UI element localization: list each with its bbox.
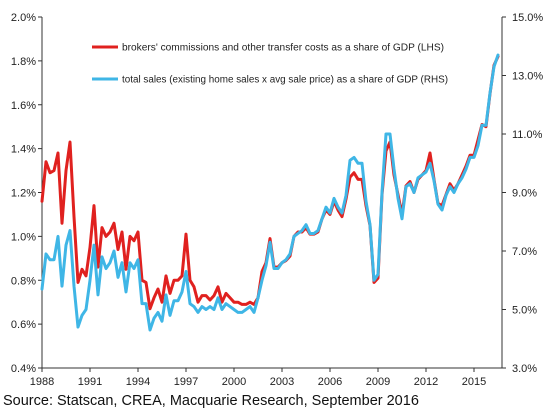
right-tick-label: 11.0% — [512, 129, 543, 141]
right-tick-label: 7.0% — [512, 246, 537, 258]
chart-axes: 0.4% 0.6% 0.8% 1.0% 1.2% 1.4% 1.6% 1.8% 2.0% 3.0%… — [11, 12, 543, 388]
legend-label-lhs: brokers' commissions and other transfer … — [122, 43, 444, 54]
series-lines — [40, 53, 500, 332]
right-tick-label: 13.0% — [512, 71, 543, 83]
line-chart: 0.4% 0.6% 0.8% 1.0% 1.2% 1.4% 1.6% 1.8% 2.0% 3.0%… — [11, 12, 543, 388]
right-tick-label: 9.0% — [512, 188, 537, 200]
x-tick-label: 2015 — [462, 376, 486, 388]
x-tick-label: 2003 — [270, 376, 294, 388]
x-tick-label: 2012 — [414, 376, 438, 388]
legend: brokers' commissions and other transfer … — [92, 43, 448, 86]
left-tick-label: 0.6% — [11, 319, 36, 331]
right-tick-label: 5.0% — [512, 305, 537, 317]
source-note: Source: Statscan, CREA, Macquarie Resear… — [3, 393, 419, 409]
right-tick-label: 15.0% — [512, 12, 543, 24]
series-line-lhs — [40, 54, 500, 311]
legend-label-rhs: total sales (existing home sales x avg s… — [122, 75, 448, 86]
left-tick-label: 2.0% — [11, 12, 36, 24]
series-line-rhs — [40, 53, 500, 332]
left-tick-label: 0.4% — [11, 363, 36, 375]
x-tick-label: 1988 — [30, 376, 54, 388]
x-tick-label: 2006 — [318, 376, 342, 388]
x-tick-label: 1997 — [174, 376, 198, 388]
left-tick-label: 1.8% — [11, 56, 36, 68]
left-tick-label: 1.6% — [11, 100, 36, 112]
right-tick-label: 3.0% — [512, 363, 537, 375]
left-tick-label: 1.4% — [11, 144, 36, 156]
x-tick-label: 2009 — [366, 376, 390, 388]
x-tick-label: 2000 — [222, 376, 246, 388]
left-tick-label: 1.2% — [11, 188, 36, 200]
left-tick-label: 1.0% — [11, 231, 36, 243]
x-tick-label: 1994 — [126, 376, 150, 388]
left-tick-label: 0.8% — [11, 275, 36, 287]
x-tick-label: 1991 — [78, 376, 102, 388]
